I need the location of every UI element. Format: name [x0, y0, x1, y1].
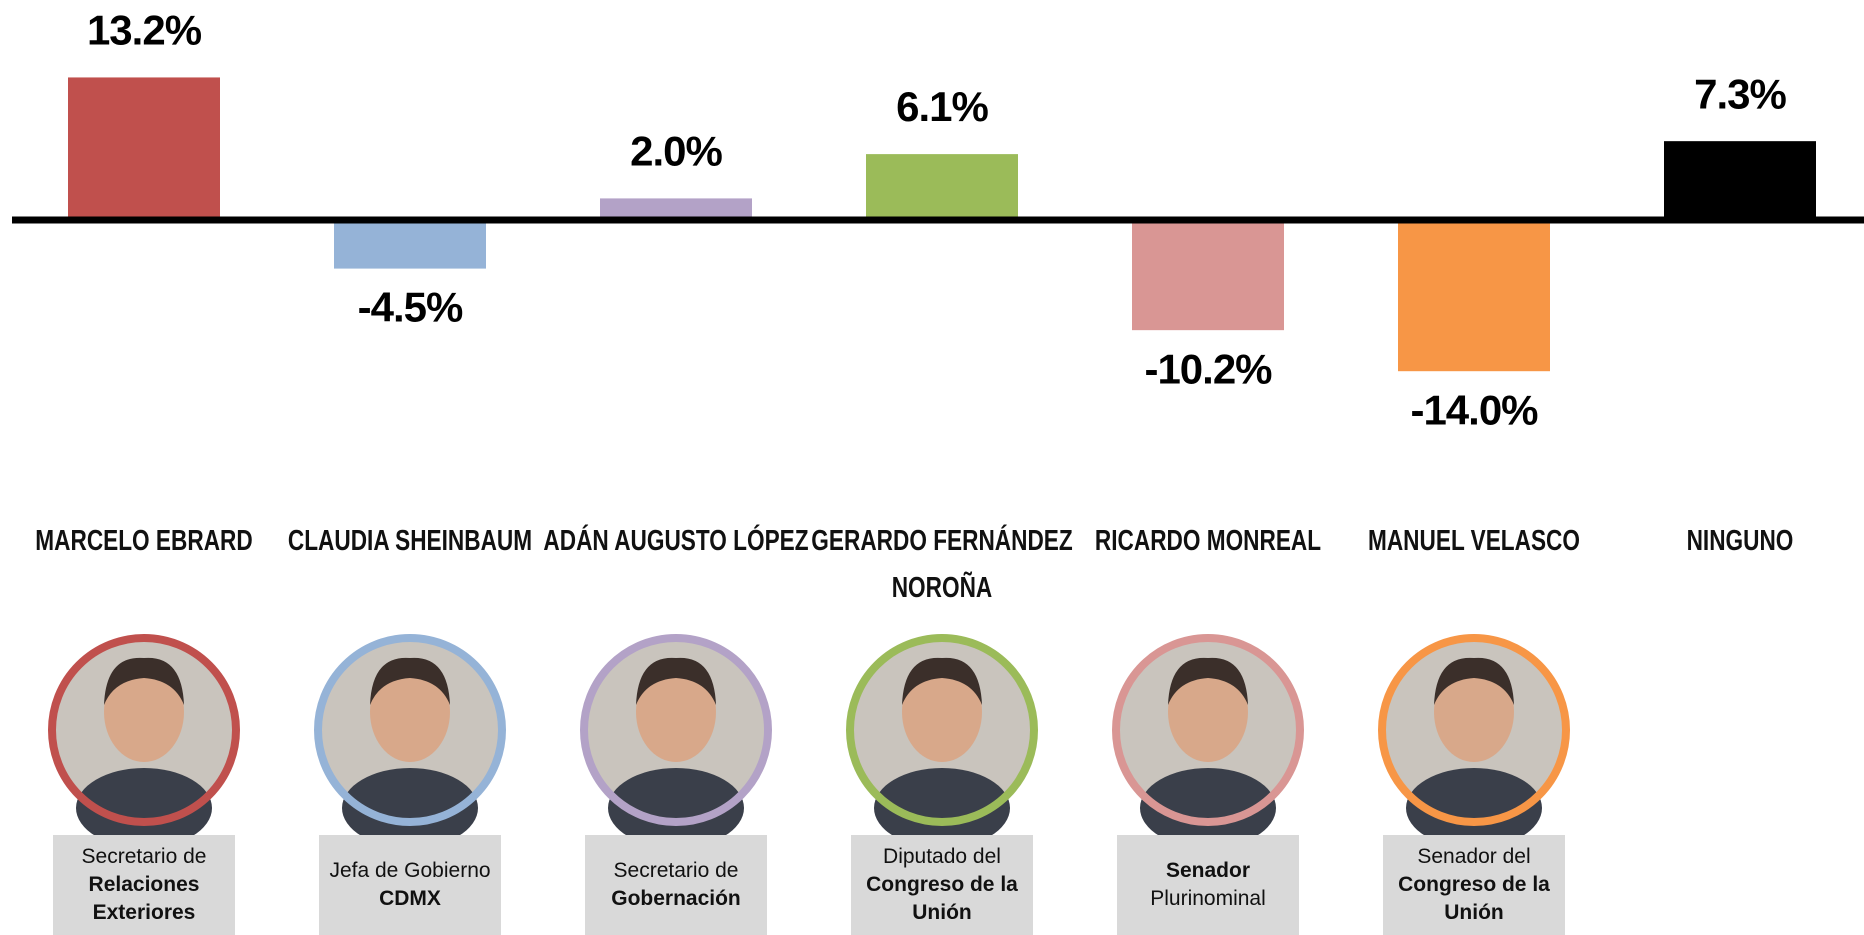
- bar: [334, 220, 486, 269]
- candidate-name: MANUEL VELASCO: [1368, 525, 1580, 557]
- candidate-photo: [48, 634, 240, 848]
- photo-hair: [370, 657, 450, 705]
- photo-head: [370, 662, 450, 762]
- candidate-name: GERARDO FERNÁNDEZ NOROÑA: [811, 525, 1073, 604]
- candidate-name: ADÁN AUGUSTO LÓPEZ: [543, 525, 809, 557]
- value-label: 7.3%: [1694, 70, 1786, 117]
- value-label: -14.0%: [1410, 386, 1538, 433]
- photo-body: [1140, 768, 1276, 848]
- photo-head: [1434, 662, 1514, 762]
- role-text: Secretario de: [81, 845, 207, 868]
- candidate-name: NINGUNO: [1686, 525, 1794, 557]
- role-text: Secretario de: [613, 859, 739, 882]
- photo-body: [76, 768, 212, 848]
- photo-body: [608, 768, 744, 848]
- candidate-photo: [846, 634, 1038, 848]
- photo-ring: [314, 634, 506, 826]
- candidate-photo: [580, 634, 772, 848]
- photo-body: [874, 768, 1010, 848]
- photo-hair: [1434, 657, 1514, 705]
- candidate-photo: [1378, 634, 1570, 848]
- photo-ring: [1378, 634, 1570, 826]
- candidate-name: MARCELO EBRARD: [35, 525, 253, 557]
- bar: [1132, 220, 1284, 331]
- photo-ring: [1112, 634, 1304, 826]
- photo-head: [1168, 662, 1248, 762]
- role-text: Gobernación: [611, 887, 741, 910]
- role-text: Congreso de la Unión: [1398, 873, 1550, 924]
- role-box: Secretario de Gobernación: [585, 835, 767, 935]
- bar: [866, 154, 1018, 220]
- value-label: -4.5%: [358, 284, 463, 331]
- role-box: Diputado del Congreso de la Unión: [851, 835, 1033, 935]
- role-text: Jefa de Gobierno: [329, 859, 491, 882]
- photo-hair: [636, 657, 716, 705]
- bar: [1398, 220, 1550, 372]
- role-box: Jefa de Gobierno CDMX: [319, 835, 501, 935]
- role-box: Senador del Congreso de la Unión: [1383, 835, 1565, 935]
- photo-body: [1406, 768, 1542, 848]
- role-text: Plurinominal: [1150, 887, 1266, 910]
- photo-ring: [580, 634, 772, 826]
- role-text: Senador: [1165, 859, 1251, 882]
- value-label: 6.1%: [896, 83, 988, 130]
- role-text: Diputado del: [883, 845, 1001, 868]
- role-text: Congreso de la Unión: [866, 873, 1018, 924]
- photo-ring: [846, 634, 1038, 826]
- bar: [600, 198, 752, 220]
- photo-hair: [1168, 657, 1248, 705]
- role-box: Senador Plurinominal: [1117, 835, 1299, 935]
- value-label: -10.2%: [1144, 345, 1272, 392]
- candidate-photo: [1112, 634, 1304, 848]
- candidate-name: RICARDO MONREAL: [1094, 525, 1322, 557]
- photo-hair: [902, 657, 982, 705]
- candidate-name: CLAUDIA SHEINBAUM: [287, 525, 533, 557]
- value-label: 13.2%: [87, 7, 202, 54]
- role-text: Senador del: [1417, 845, 1531, 868]
- role-box: Secretario de Relaciones Exteriores: [53, 835, 235, 935]
- bar: [1664, 141, 1816, 220]
- photo-head: [636, 662, 716, 762]
- role-text: CDMX: [379, 887, 441, 910]
- photo-ring: [48, 634, 240, 826]
- photo-head: [104, 662, 184, 762]
- bar: [68, 77, 220, 220]
- photo-head: [902, 662, 982, 762]
- role-text: Relaciones Exteriores: [88, 873, 200, 924]
- photo-body: [342, 768, 478, 848]
- candidate-photo: [314, 634, 506, 848]
- value-label: 2.0%: [630, 127, 722, 174]
- photo-hair: [104, 657, 184, 705]
